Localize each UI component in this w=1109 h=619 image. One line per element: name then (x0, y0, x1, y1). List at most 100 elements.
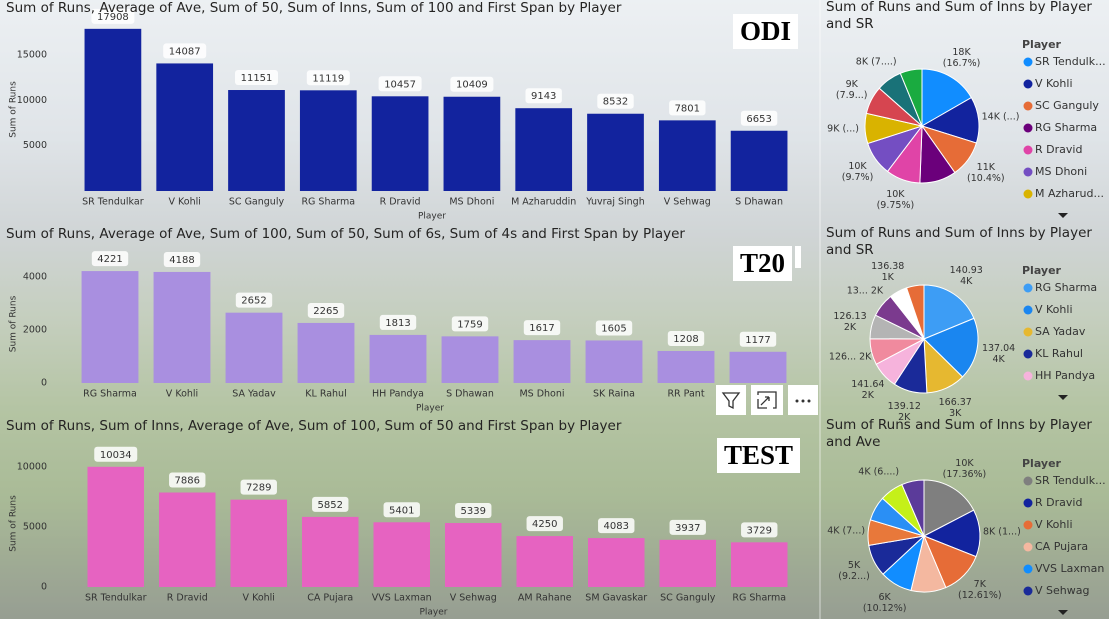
bar (230, 499, 287, 587)
x-tick-label: M Azharuddin (511, 197, 576, 208)
legend-swatch (1023, 327, 1033, 337)
bar (369, 334, 427, 383)
data-label-box (523, 320, 561, 336)
legend-scroll-arrow (1058, 610, 1068, 615)
x-tick-label: SM Gavaskar (585, 593, 647, 604)
slice-label: 139.12 2K (887, 401, 921, 424)
data-label-box (525, 88, 562, 104)
data-label: 8532 (603, 97, 628, 108)
data-label: 2652 (241, 296, 266, 307)
y-tick-label: 0 (41, 378, 47, 389)
x-tick-label: V Sehwag (450, 593, 497, 604)
legend-entry: R Dravid (1035, 143, 1083, 156)
data-label: 4083 (604, 521, 629, 532)
legend-entry: V Sehwag (1035, 584, 1090, 597)
data-label-box (667, 330, 705, 346)
legend-scroll-arrow (1058, 213, 1068, 218)
x-tick-label: R Dravid (380, 197, 421, 208)
slice-label: 7K (12.61%) (957, 579, 1002, 602)
legend-entry: SC Ganguly (1035, 99, 1099, 112)
data-label-box (235, 292, 273, 308)
data-label-box (740, 110, 778, 126)
x-tick-label: CA Pujara (307, 593, 353, 604)
legend-entry: SA Yadav (1035, 325, 1086, 338)
slice-label: 6K (10.12%) (862, 592, 907, 615)
bar (153, 271, 211, 383)
x-tick-label: SC Ganguly (660, 593, 716, 604)
data-label-box (240, 479, 277, 495)
legend-entry: CA Pujara (1035, 540, 1089, 553)
format-label: T20 (733, 246, 793, 281)
slice-label: 13... 2K (846, 285, 884, 297)
x-axis-label: Player (418, 212, 446, 222)
slice-label: 9K (7.9...) (835, 78, 868, 101)
data-label-box (669, 100, 706, 116)
data-label-box (669, 519, 706, 535)
bar (373, 522, 430, 587)
bar (87, 466, 144, 587)
slice-label: 11K (10.4%) (967, 161, 1005, 184)
pie-slice (905, 284, 925, 340)
y-axis-label: Sum of Runs (9, 295, 19, 352)
data-label-box (378, 76, 422, 92)
data-label: 4188 (169, 255, 194, 266)
data-label: 1605 (601, 323, 626, 334)
legend-title: Player (1022, 457, 1061, 470)
slice-label: 166.37 3K (938, 397, 972, 420)
focus-button[interactable] (751, 385, 783, 415)
y-tick-label: 15000 (17, 50, 47, 61)
pie-slice (923, 317, 979, 378)
filter-button[interactable] (716, 385, 746, 415)
legend-entry: RG Sharma (1035, 121, 1098, 134)
data-label: 5852 (318, 500, 343, 511)
data-label: 2265 (313, 306, 338, 317)
x-tick-label: MS Dhoni (449, 197, 494, 208)
data-label: 9143 (531, 91, 556, 102)
bar (730, 130, 788, 191)
legend-title: Player (1022, 264, 1061, 277)
bar (513, 340, 571, 383)
y-axis-label: Sum of Runs (9, 495, 19, 552)
x-tick-label: HH Pandya (372, 389, 424, 400)
bar (81, 271, 139, 383)
slice-label: 4K (6....) (858, 466, 900, 478)
pie-slice (901, 479, 925, 537)
filter-icon (721, 392, 741, 410)
bar (585, 340, 643, 383)
x-tick-label: V Kohli (169, 197, 201, 208)
x-tick-label: R Dravid (167, 593, 208, 604)
data-label-box (91, 251, 129, 267)
data-label-box (597, 93, 634, 109)
legend-title: Player (1022, 38, 1061, 51)
x-tick-label: KL Rahul (305, 389, 346, 400)
slice-label: 10K (9.75%) (876, 189, 915, 212)
legend-swatch (1023, 520, 1033, 530)
bar (658, 120, 716, 191)
data-label: 11119 (312, 73, 344, 84)
x-tick-label: SC Ganguly (229, 197, 285, 208)
x-tick-label: MS Dhoni (519, 389, 564, 400)
x-tick-label: RG Sharma (83, 389, 137, 400)
bar (299, 90, 357, 191)
legend-entry: R Dravid (1035, 496, 1083, 509)
legend-swatch (1023, 101, 1033, 111)
bar (159, 492, 216, 587)
slice-label: 4K (7...) (827, 525, 866, 537)
legend-entry: RG Sharma (1035, 281, 1098, 294)
y-tick-label: 10000 (17, 462, 47, 473)
pie-slice (923, 479, 975, 537)
x-tick-label: V Sehwag (664, 197, 711, 208)
data-label: 7801 (675, 103, 700, 114)
bar (587, 113, 644, 191)
data-label: 1813 (385, 318, 410, 329)
slice-label: 126... 2K (828, 351, 872, 363)
legend-swatch (1023, 498, 1033, 508)
data-label: 6653 (746, 114, 771, 125)
slice-label: 5K (9.2...) (838, 559, 870, 582)
data-label-box (741, 522, 778, 538)
y-tick-label: 5000 (23, 140, 47, 151)
x-axis-label: Player (419, 608, 447, 618)
y-axis-label: Sum of Runs (9, 81, 19, 138)
data-label: 1208 (673, 334, 698, 345)
